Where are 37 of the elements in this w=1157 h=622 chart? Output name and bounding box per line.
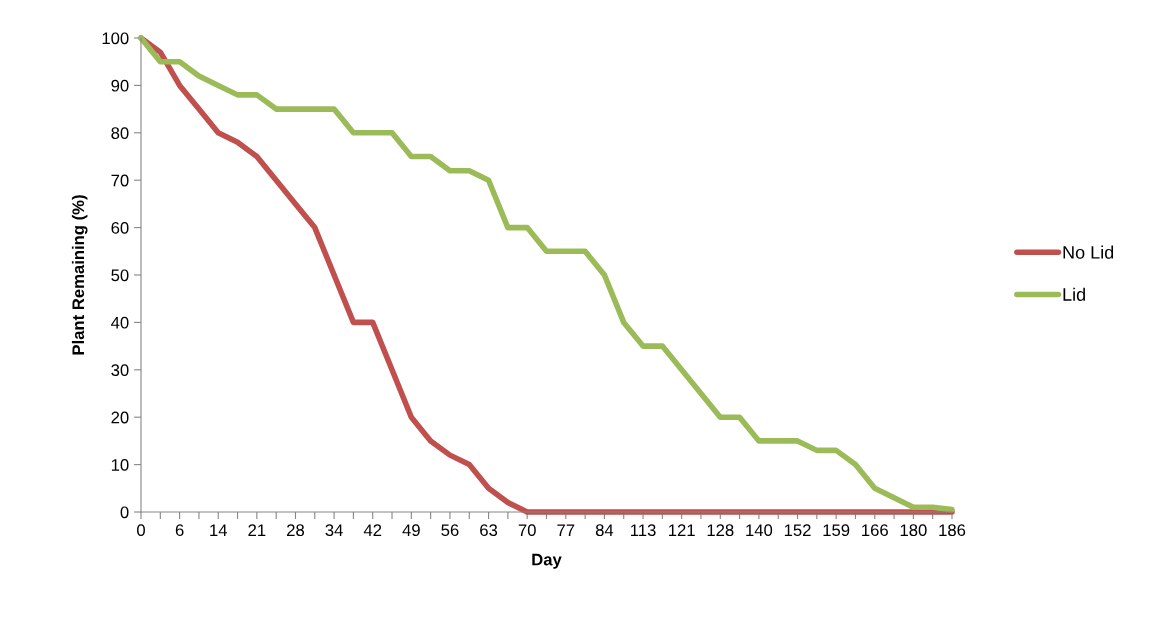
legend-label: No Lid [1063, 245, 1114, 259]
x-tick-label: 152 [784, 524, 811, 537]
y-tick-label: 70 [111, 174, 129, 187]
x-axis-title: Day [532, 553, 562, 569]
x-tick-label: 6 [175, 524, 184, 537]
y-tick-label: 90 [111, 79, 129, 92]
x-tick-label: 159 [823, 524, 850, 537]
y-tick-label: 100 [102, 32, 129, 45]
x-tick-label: 180 [900, 524, 927, 537]
legend-label: Lid [1063, 287, 1085, 301]
x-tick-label: 128 [707, 524, 734, 537]
x-tick-label: 140 [746, 524, 773, 537]
y-tick-label: 50 [111, 269, 129, 282]
y-tick-label: 40 [111, 316, 129, 329]
x-tick-label: 186 [939, 524, 966, 537]
x-tick-label: 121 [669, 524, 695, 536]
x-tick-label: 42 [363, 524, 382, 536]
x-tick-label: 63 [480, 524, 498, 537]
y-tick-label: 0 [120, 506, 129, 519]
y-axis-title: Plant Remaining (%) [71, 195, 88, 355]
x-tick-label: 28 [287, 524, 305, 537]
x-tick-label: 84 [595, 524, 614, 537]
x-tick-label: 77 [557, 524, 575, 536]
x-tick-label: 34 [325, 524, 343, 537]
y-tick-label: 20 [111, 411, 129, 424]
x-tick-label: 21 [248, 524, 266, 536]
y-tick-label: 10 [111, 459, 129, 471]
x-tick-label: 56 [441, 524, 459, 537]
x-tick-label: 49 [402, 524, 420, 537]
y-tick-label: 60 [111, 222, 129, 234]
y-tick-label: 80 [111, 127, 129, 139]
x-tick-label: 0 [137, 524, 145, 537]
x-tick-label: 70 [518, 524, 536, 537]
x-tick-label: 166 [862, 524, 888, 537]
y-tick-label: 30 [111, 364, 129, 376]
x-tick-label: 113 [631, 524, 656, 537]
x-tick-label: 14 [210, 524, 228, 536]
